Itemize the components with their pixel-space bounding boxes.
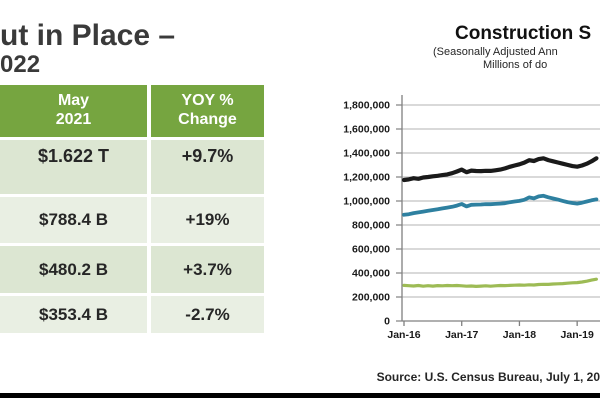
series-teal-line [402, 193, 599, 217]
table-cell-value: $353.4 B [0, 296, 147, 333]
series-green-line [402, 277, 599, 288]
table-cell-yoy: +19% [151, 197, 264, 243]
page-title-line2: 022 [0, 50, 41, 78]
x-tick-label: Jan-19 [561, 329, 594, 341]
chart-title: Construction S [455, 23, 592, 44]
table-cell-yoy: +3.7% [151, 246, 264, 293]
table-cell-yoy: -2.7% [151, 296, 264, 333]
y-tick-label: 1,600,000 [343, 124, 390, 136]
x-tick-label: Jan-17 [445, 329, 478, 341]
y-tick-label: 200,000 [352, 292, 390, 304]
table-cell-value: $480.2 B [0, 246, 147, 293]
x-tick-label: Jan-18 [503, 329, 536, 341]
y-tick-label: 400,000 [352, 268, 390, 280]
table-header-may-line1: May [57, 92, 90, 110]
table-header-yoy: YOY % Change [151, 85, 264, 137]
y-tick-label: 1,000,000 [343, 196, 390, 208]
table-cell-value: $1.622 T [0, 140, 147, 194]
y-tick-label: 800,000 [352, 220, 390, 232]
page-title: ut in Place – 022 [0, 20, 175, 78]
table-header-yoy-line1: YOY % [181, 92, 234, 110]
table-cell-yoy: +9.7% [151, 140, 264, 194]
chart-subtitle-line1: (Seasonally Adjusted Ann [433, 46, 558, 58]
table-row: $353.4 B -2.7% [0, 296, 264, 333]
table-header-may: May 2021 [0, 85, 147, 137]
y-tick-label: 1,200,000 [343, 172, 390, 184]
y-tick-label: 1,800,000 [343, 100, 390, 112]
table-row: $1.622 T +9.7% [0, 140, 264, 194]
table-cell-value: $788.4 B [0, 197, 147, 243]
source-note: Source: U.S. Census Bureau, July 1, 20 [376, 370, 600, 384]
table-row: $788.4 B +19% [0, 197, 264, 243]
page-title-line1: ut in Place – [0, 19, 176, 52]
y-tick-label: 0 [384, 316, 390, 328]
table-header-may-line2: 2021 [55, 111, 92, 128]
bottom-divider-bar [0, 393, 600, 398]
x-tick-label: Jan-16 [387, 329, 420, 341]
spending-table: May 2021 YOY % Change $1.622 T +9.7% $78… [0, 85, 264, 333]
table-header-row: May 2021 YOY % Change [0, 85, 264, 137]
series-black-line [401, 156, 599, 183]
table-row: $480.2 B +3.7% [0, 246, 264, 293]
y-tick-label: 1,400,000 [343, 148, 390, 160]
y-tick-label: 600,000 [352, 244, 390, 256]
chart-subtitle-line2: Millions of do [483, 59, 548, 71]
table-header-yoy-line2: Change [178, 111, 237, 128]
